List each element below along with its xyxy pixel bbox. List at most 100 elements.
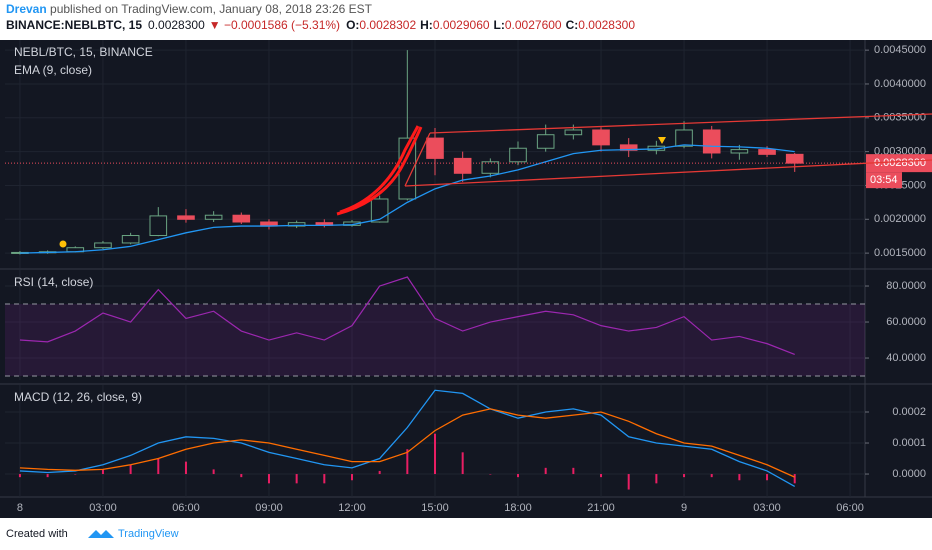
- change: ▼ −0.0001586 (−5.31%): [209, 18, 340, 32]
- l-label: L:: [494, 18, 505, 32]
- histogram-bar: [129, 464, 132, 475]
- price-label-box: [866, 154, 932, 173]
- candle-body: [536, 134, 555, 149]
- candle-body: [481, 161, 500, 174]
- histogram-bar: [46, 474, 49, 478]
- histogram-bar: [738, 474, 741, 481]
- histogram-bar: [101, 469, 104, 475]
- histogram-bar: [323, 474, 326, 484]
- histogram-bar: [627, 474, 630, 490]
- x-tick-label: 06:00: [836, 502, 864, 514]
- y-tick-label: 0.0002: [892, 406, 926, 418]
- c-label: C:: [566, 18, 579, 32]
- pane-subtitle: EMA (9, close): [14, 63, 92, 77]
- histogram-bar: [710, 474, 713, 478]
- y-tick-label: 40.0000: [886, 352, 926, 364]
- histogram-bar: [544, 467, 547, 475]
- histogram-bar: [295, 474, 298, 484]
- candle-body: [287, 222, 306, 227]
- marker-dot: [59, 240, 67, 248]
- histogram-bar: [572, 467, 575, 475]
- candle-body: [94, 242, 112, 249]
- channel-left: [404, 132, 431, 187]
- rsi-line: [19, 276, 795, 355]
- candle-body: [177, 215, 195, 220]
- chart-background: [0, 40, 932, 518]
- brand[interactable]: TradingView: [118, 528, 179, 540]
- pane-title: NEBL/BTC, 15, BINANCE: [14, 45, 153, 59]
- x-tick-label: 18:00: [504, 502, 532, 514]
- x-tick-label: 09:00: [255, 502, 283, 514]
- plot: 8 03:00 06:00 09:00 12:00 15:00 18:00 21:00 9 03:…: [0, 40, 932, 514]
- published: published on TradingView.com, January 08…: [47, 2, 373, 16]
- histogram-bar: [18, 474, 21, 478]
- candle-body: [619, 144, 638, 151]
- macd-line: [19, 389, 796, 488]
- author[interactable]: Drevan: [6, 2, 47, 16]
- x-tick-label: 21:00: [587, 502, 615, 514]
- countdown: 03:54: [870, 174, 898, 186]
- candle-body: [564, 129, 583, 136]
- candle-body: [121, 235, 140, 244]
- y-tick-label: 0.0015000: [874, 247, 926, 259]
- channel-top: [429, 113, 932, 134]
- histogram-bar: [517, 474, 520, 478]
- histogram-bar: [766, 474, 769, 481]
- ema-line: [19, 144, 795, 254]
- countdown-box: [866, 172, 902, 189]
- y-tick-label: 80.0000: [886, 280, 926, 292]
- open: 0.0028302: [359, 18, 416, 32]
- histogram-bar: [600, 474, 603, 478]
- x-tick-label: 8: [17, 502, 23, 514]
- histogram-bar: [406, 449, 409, 475]
- h-label: H:: [420, 18, 433, 32]
- marker-triangle: [658, 137, 666, 144]
- pane-title: RSI (14, close): [14, 275, 93, 289]
- candle-body: [702, 129, 721, 154]
- histogram-bar: [683, 474, 686, 478]
- histogram-bar: [655, 474, 658, 484]
- y-tick-label: 0.0001: [892, 437, 926, 449]
- hand-drawing: [336, 125, 423, 216]
- candle-body: [758, 149, 776, 155]
- histogram-bar: [212, 469, 215, 475]
- logo: [88, 530, 114, 538]
- x-tick-label: 9: [681, 502, 687, 514]
- y-tick-label: 0.0040000: [874, 78, 926, 90]
- candle-body: [232, 214, 251, 223]
- histogram-bar: [267, 474, 270, 484]
- y-tick-label: 0.0035000: [874, 112, 926, 124]
- y-tick-label: 0.0020000: [874, 213, 926, 225]
- y-tick-label: 0.0000: [892, 468, 926, 480]
- low: 0.0027600: [505, 18, 562, 32]
- last: 0.0028300: [148, 18, 205, 32]
- candle-body: [149, 215, 168, 237]
- histogram-bar: [157, 458, 160, 475]
- pane-title: MACD (12, 26, close, 9): [14, 390, 142, 404]
- histogram-bar: [240, 474, 243, 478]
- histogram-bar: [461, 452, 464, 475]
- candle-body: [592, 129, 610, 146]
- candle-body: [730, 149, 749, 154]
- y-tick-label: 60.0000: [886, 316, 926, 328]
- close: 0.0028300: [578, 18, 635, 32]
- candle-body: [675, 129, 693, 147]
- histogram-bar: [793, 474, 796, 484]
- price-label: 0.0028300: [874, 157, 926, 169]
- ohlc-line: BINANCE:NEBLBTC, 15 0.0028300 ▼ −0.0001586…: [6, 18, 635, 32]
- symbol: BINANCE:NEBLBTC, 15: [6, 18, 142, 32]
- drawings: [59, 113, 932, 248]
- x-tick-label: 15:00: [421, 502, 449, 514]
- candle-body: [509, 147, 527, 163]
- publish-line: Drevan published on TradingView.com, Jan…: [6, 2, 373, 16]
- histogram-bar: [350, 474, 353, 481]
- candle-body: [453, 157, 472, 174]
- candle-body: [204, 214, 223, 220]
- macd-line: [19, 408, 795, 478]
- histogram-bar: [74, 474, 77, 475]
- x-tick-label: 12:00: [338, 502, 366, 514]
- band-fill: [5, 304, 865, 377]
- candle-body: [426, 137, 444, 159]
- o-label: O:: [346, 18, 359, 32]
